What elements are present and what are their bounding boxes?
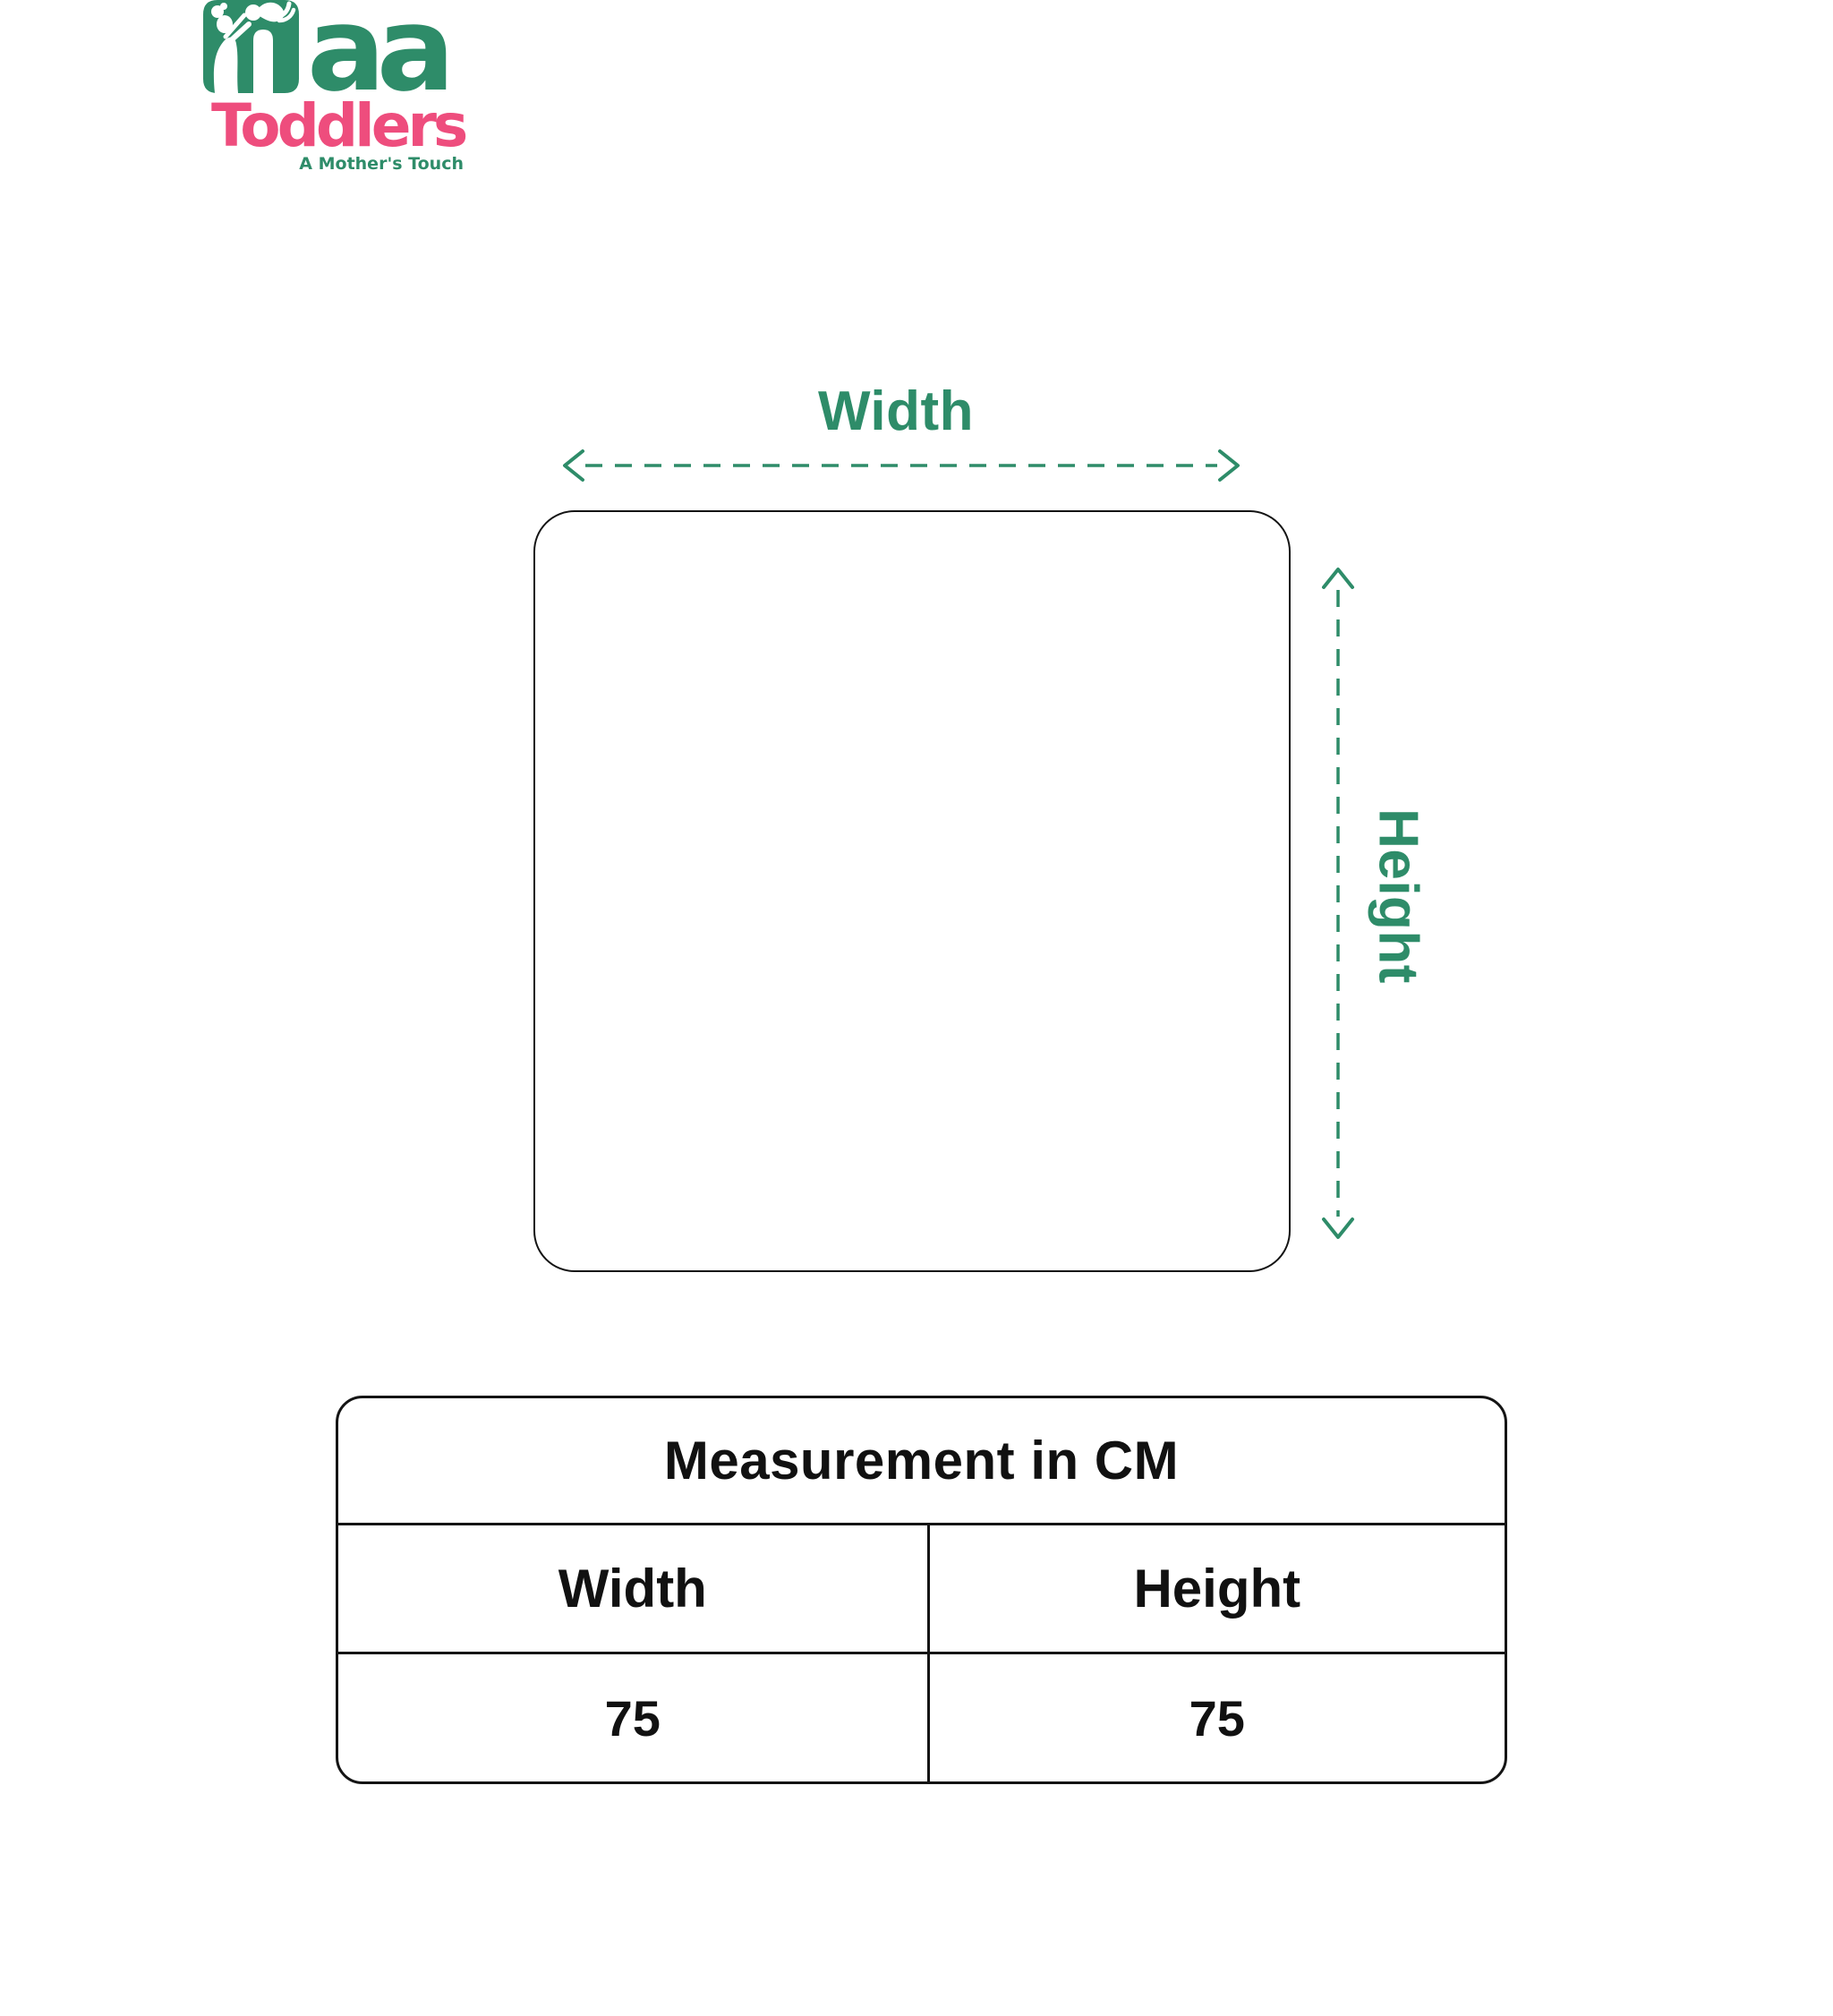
brand-tagline: A Mother's Touch [299, 154, 464, 174]
arrowhead-right-icon [1218, 449, 1240, 482]
measurement-table: Measurement in CM Width Height 75 75 [336, 1396, 1507, 1784]
column-header-height: Height [929, 1525, 1505, 1654]
brand-name-suffix: aa [307, 0, 447, 93]
arrowhead-down-icon [1322, 1217, 1354, 1239]
column-header-width: Width [338, 1525, 930, 1654]
brand-subname: Toddlers [211, 91, 468, 160]
mother-baby-silhouette-icon [211, 1, 296, 93]
height-dimension-label: Height [1367, 808, 1429, 984]
maa-logo-mark: aa [203, 0, 456, 93]
width-dimension-arrow [563, 449, 1240, 482]
measurement-table-title: Measurement in CM [338, 1398, 1505, 1525]
value-width: 75 [338, 1654, 930, 1781]
value-height: 75 [1189, 1689, 1245, 1747]
arrowhead-up-icon [1322, 568, 1354, 589]
arrowhead-left-icon [563, 449, 584, 482]
product-outline [533, 510, 1291, 1272]
width-dimension-label: Width [817, 380, 975, 442]
height-dimension-arrow [1322, 568, 1354, 1239]
